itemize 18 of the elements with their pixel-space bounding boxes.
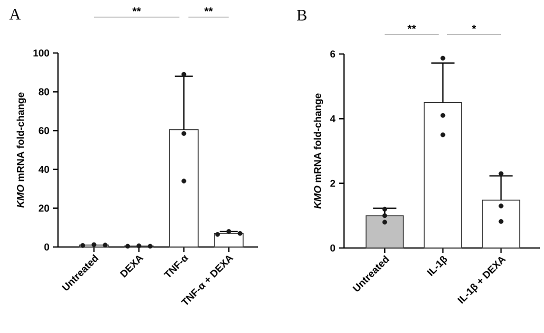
text: * (472, 24, 476, 29)
y-tick-label: 2 (330, 180, 336, 187)
y-tick-label: 20 (38, 204, 50, 212)
y-tick-label: 4 (330, 115, 336, 122)
text: ** (408, 24, 416, 29)
chart-title: B (297, 10, 306, 20)
y-tick-label: 0 (44, 243, 50, 251)
text: ** (204, 7, 213, 12)
y-axis-title: KMO mRNA fold-change (16, 92, 26, 208)
y-tick-label: 0 (330, 244, 336, 252)
text: ** (132, 7, 141, 12)
chart-title: A (9, 8, 21, 20)
y-tick-label: 100 (33, 49, 50, 57)
y-tick-label: 60 (38, 127, 50, 134)
y-tick-label: 40 (38, 166, 50, 173)
y-axis-title: KMO mRNA fold-change (314, 94, 324, 209)
y-tick-label: 6 (330, 50, 336, 58)
y-tick-label: 80 (38, 88, 50, 96)
